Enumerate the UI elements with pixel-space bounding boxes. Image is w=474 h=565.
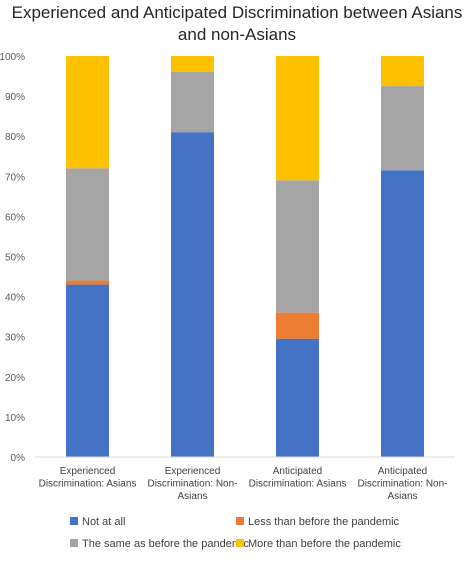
bar-segment <box>66 168 109 281</box>
x-tick-label: Anticipated Discrimination: Asians <box>249 466 347 490</box>
legend-label: More than before the pandemic <box>248 538 401 550</box>
bar-segment <box>66 280 109 285</box>
bar-segment <box>66 284 109 457</box>
bar-segment <box>276 180 319 313</box>
legend-swatch <box>70 539 78 547</box>
legend-item-same-as-before: The same as before the pandemic <box>70 538 249 550</box>
legend-item-not-at-all: Not at all <box>70 516 125 528</box>
bar-segment <box>381 56 424 87</box>
y-tick-label: 70% <box>5 172 25 183</box>
bar-segment <box>276 312 319 339</box>
y-tick-label: 80% <box>5 132 25 143</box>
x-tick-label: Experienced Discrimination: Asians <box>39 466 137 490</box>
legend-item-less-than-before: Less than before the pandemic <box>236 516 399 528</box>
bar-segment <box>171 72 214 133</box>
y-tick-label: 60% <box>5 212 25 223</box>
y-tick-label: 0% <box>11 453 26 464</box>
y-tick-label: 90% <box>5 92 25 103</box>
y-tick-label: 30% <box>5 333 25 344</box>
bar-segment <box>381 86 424 171</box>
bar-segment <box>171 56 214 73</box>
legend-swatch <box>236 539 244 547</box>
legend-label: Less than before the pandemic <box>248 516 400 528</box>
bar-segment <box>171 132 214 457</box>
legend-swatch <box>236 517 244 525</box>
y-tick-label: 50% <box>5 253 25 264</box>
legend-item-more-than-before: More than before the pandemic <box>236 538 401 550</box>
bar-segment <box>276 56 319 181</box>
bar-segment <box>276 338 319 457</box>
bar-segment <box>381 170 424 457</box>
y-tick-label: 40% <box>5 293 25 304</box>
chart-title: Experienced and Anticipated Discriminati… <box>11 3 463 44</box>
y-tick-label: 100% <box>0 52 25 63</box>
legend-label: Not at all <box>82 516 126 528</box>
y-tick-label: 20% <box>5 373 25 384</box>
x-tick-label: Anticipated Discrimination: Non-Asians <box>357 466 447 502</box>
legend-label: The same as before the pandemic <box>82 538 249 550</box>
legend-swatch <box>70 517 78 525</box>
y-tick-label: 10% <box>5 413 25 424</box>
x-tick-label: Experienced Discrimination: Non-Asians <box>147 466 237 502</box>
bar-segment <box>66 56 109 169</box>
